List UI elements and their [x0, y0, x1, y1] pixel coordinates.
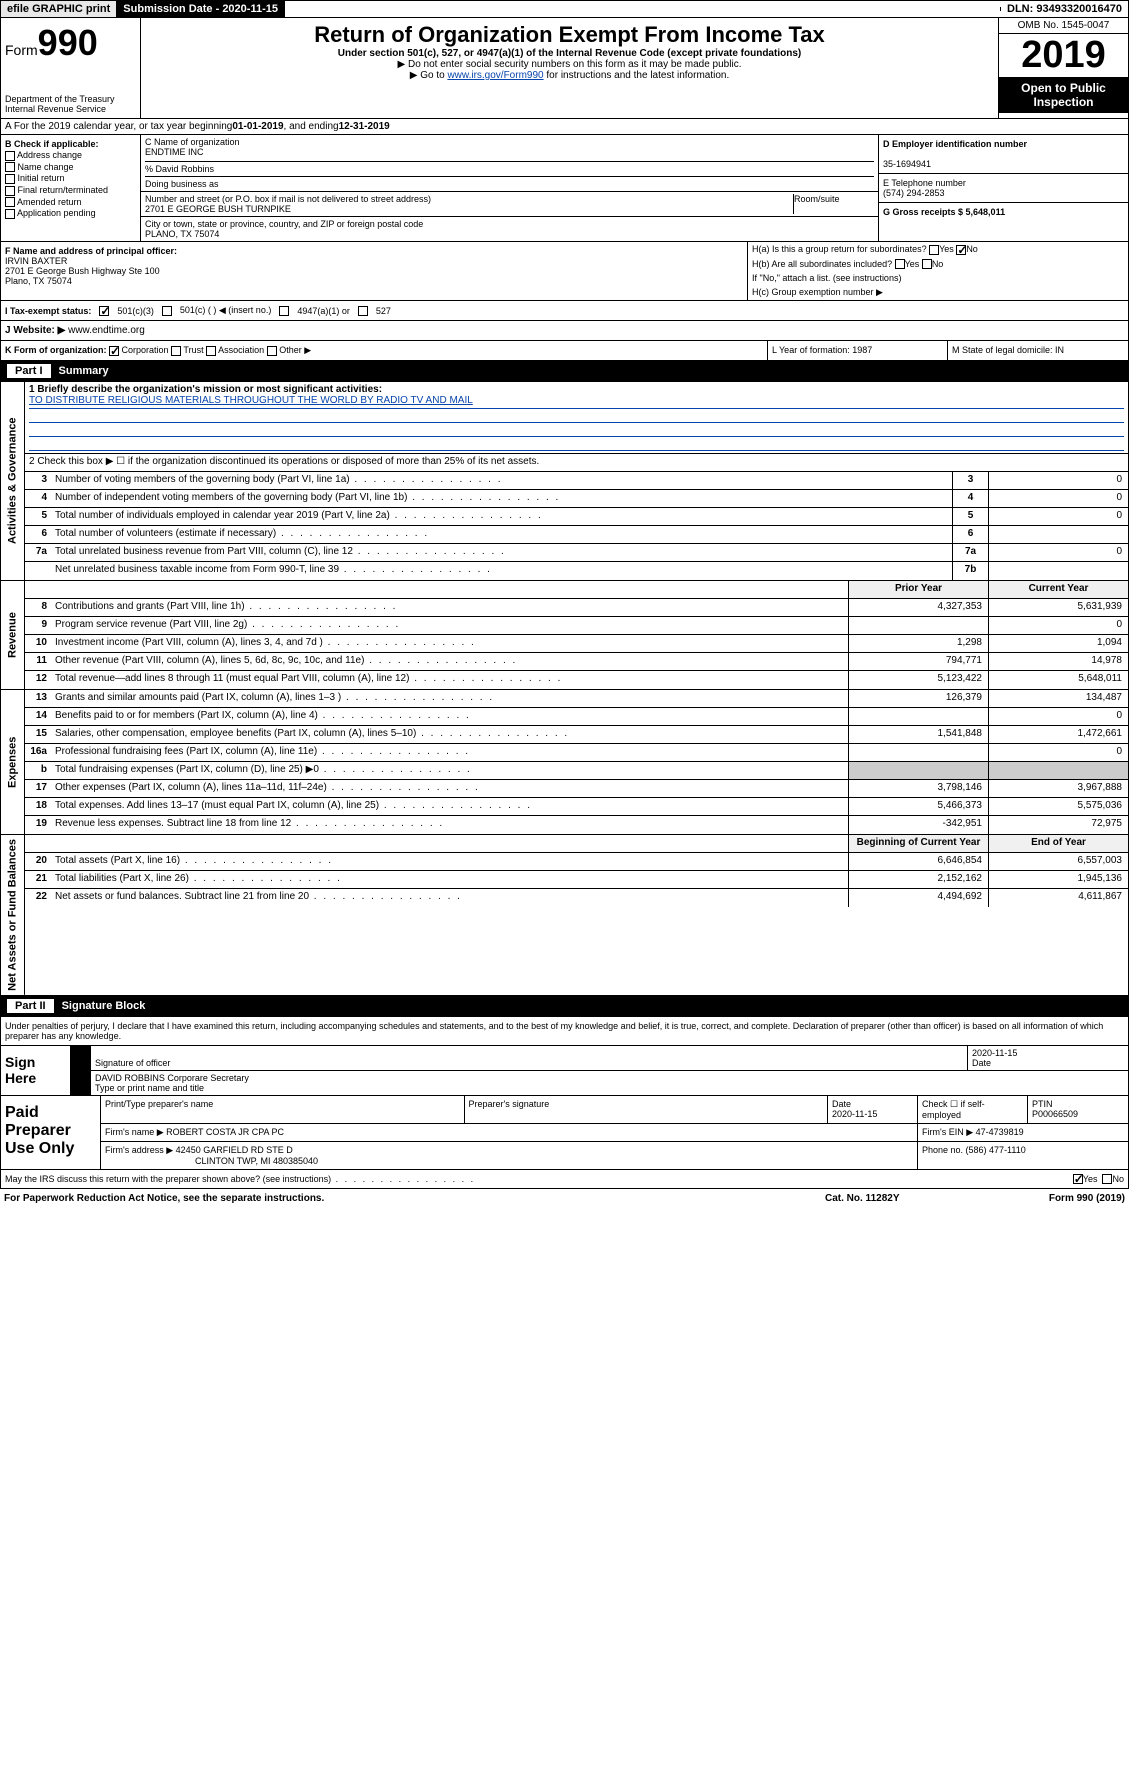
expenses-tab: Expenses — [1, 690, 25, 834]
officer-name-title: DAVID ROBBINS Corporare Secretary — [95, 1073, 249, 1083]
goto-note: ▶ Go to www.irs.gov/Form990 for instruct… — [145, 70, 994, 81]
department-label: Department of the Treasury Internal Reve… — [5, 94, 136, 114]
paid-preparer-block: Paid Preparer Use Only Print/Type prepar… — [0, 1096, 1129, 1170]
officer-name: IRVIN BAXTER — [5, 256, 67, 266]
footer-final: For Paperwork Reduction Act Notice, see … — [0, 1189, 1129, 1208]
501c3-checked — [99, 306, 109, 316]
summary-line: 7aTotal unrelated business revenue from … — [25, 544, 1128, 562]
expenses-section: Expenses 13Grants and similar amounts pa… — [0, 690, 1129, 835]
form-number: Form990 — [5, 22, 136, 64]
summary-line: 5Total number of individuals employed in… — [25, 508, 1128, 526]
website-value: www.endtime.org — [68, 325, 145, 336]
summary-line: 18Total expenses. Add lines 13–17 (must … — [25, 798, 1128, 816]
perjury-statement: Under penalties of perjury, I declare th… — [0, 1017, 1129, 1046]
discuss-row: May the IRS discuss this return with the… — [0, 1170, 1129, 1189]
summary-line: 13Grants and similar amounts paid (Part … — [25, 690, 1128, 708]
summary-line: 17Other expenses (Part IX, column (A), l… — [25, 780, 1128, 798]
section-f: F Name and address of principal officer:… — [1, 242, 748, 300]
ein-value: 35-1694941 — [883, 159, 931, 169]
top-bar: efile GRAPHIC print Submission Date - 20… — [0, 0, 1129, 18]
gross-receipts: G Gross receipts $ 5,648,011 — [883, 207, 1005, 217]
mission-text: TO DISTRIBUTE RELIGIOUS MATERIALS THROUG… — [29, 395, 1124, 409]
efile-label[interactable]: efile GRAPHIC print — [1, 1, 117, 17]
netassets-section: Net Assets or Fund Balances Beginning of… — [0, 835, 1129, 996]
summary-line: 15Salaries, other compensation, employee… — [25, 726, 1128, 744]
firm-ein: Firm's EIN ▶ 47-4739819 — [918, 1124, 1128, 1141]
summary-line: 3Number of voting members of the governi… — [25, 472, 1128, 490]
chk-name-change[interactable]: Name change — [5, 162, 136, 173]
care-of: % David Robbins — [145, 161, 874, 174]
summary-line: 12Total revenue—add lines 8 through 11 (… — [25, 671, 1128, 689]
governance-section: Activities & Governance 1 Briefly descri… — [0, 382, 1129, 581]
chk-amended[interactable]: Amended return — [5, 197, 136, 208]
part-i-header: Part ISummary — [0, 361, 1129, 382]
summary-line: bTotal fundraising expenses (Part IX, co… — [25, 762, 1128, 780]
form-subtitle: Under section 501(c), 527, or 4947(a)(1)… — [145, 48, 994, 59]
netassets-tab: Net Assets or Fund Balances — [1, 835, 25, 995]
summary-line: 8Contributions and grants (Part VIII, li… — [25, 599, 1128, 617]
room-suite-label: Room/suite — [794, 194, 874, 214]
revenue-tab: Revenue — [1, 581, 25, 689]
state-domicile: M State of legal domicile: IN — [948, 341, 1128, 360]
row-k-l-m: K Form of organization: Corporation Trus… — [0, 341, 1129, 361]
summary-line: 11Other revenue (Part VIII, column (A), … — [25, 653, 1128, 671]
summary-line: 16aProfessional fundraising fees (Part I… — [25, 744, 1128, 762]
summary-line: 21Total liabilities (Part X, line 26)2,1… — [25, 871, 1128, 889]
ha-no-checked — [956, 245, 966, 255]
summary-line: Net unrelated business taxable income fr… — [25, 562, 1128, 580]
signature-arrow-icon — [71, 1071, 91, 1095]
summary-line: 22Net assets or fund balances. Subtract … — [25, 889, 1128, 907]
row-i-tax-status: I Tax-exempt status: 501(c)(3) 501(c) ( … — [0, 301, 1129, 321]
phone-value: (574) 294-2853 — [883, 188, 945, 198]
open-to-public: Open to Public Inspection — [999, 77, 1128, 113]
city-state-zip: PLANO, TX 75074 — [145, 229, 874, 239]
firm-phone: Phone no. (586) 477-1110 — [918, 1142, 1128, 1169]
section-d: D Employer identification number 35-1694… — [879, 135, 1128, 174]
summary-line: 19Revenue less expenses. Subtract line 1… — [25, 816, 1128, 834]
corporation-checked — [109, 346, 119, 356]
sig-date: 2020-11-15 — [972, 1048, 1017, 1058]
blocks-b-to-g: B Check if applicable: Address change Na… — [0, 135, 1129, 242]
chk-final-return[interactable]: Final return/terminated — [5, 185, 136, 196]
dba-label: Doing business as — [145, 176, 874, 189]
irs-link[interactable]: www.irs.gov/Form990 — [447, 70, 543, 81]
blocks-f-h: F Name and address of principal officer:… — [0, 242, 1129, 301]
street-address: 2701 E GEORGE BUSH TURNPIKE — [145, 204, 793, 214]
form-title: Return of Organization Exempt From Incom… — [145, 22, 994, 48]
governance-tab: Activities & Governance — [1, 382, 25, 580]
dln-label: DLN: 93493320016470 — [1001, 1, 1128, 17]
omb-number: OMB No. 1545-0047 — [999, 18, 1128, 34]
org-name: ENDTIME INC — [145, 147, 874, 157]
row-a-taxyear: A For the 2019 calendar year, or tax yea… — [0, 119, 1129, 135]
section-h: H(a) Is this a group return for subordin… — [748, 242, 1128, 300]
part-ii-header: Part IISignature Block — [0, 996, 1129, 1017]
chk-initial-return[interactable]: Initial return — [5, 173, 136, 184]
firm-name: ROBERT COSTA JR CPA PC — [166, 1127, 284, 1137]
tax-year: 2019 — [999, 34, 1128, 77]
chk-application-pending[interactable]: Application pending — [5, 208, 136, 219]
discuss-yes-checked — [1073, 1174, 1083, 1184]
section-c: C Name of organization ENDTIME INC % Dav… — [141, 135, 878, 241]
summary-line: 14Benefits paid to or for members (Part … — [25, 708, 1128, 726]
signature-arrow-icon — [71, 1046, 91, 1070]
summary-line: 9Program service revenue (Part VIII, lin… — [25, 617, 1128, 635]
section-e: E Telephone number (574) 294-2853 — [879, 174, 1128, 203]
summary-line: 6Total number of volunteers (estimate if… — [25, 526, 1128, 544]
submission-date-label: Submission Date - 2020-11-15 — [117, 1, 285, 17]
sign-here-block: Sign Here Signature of officer 2020-11-1… — [0, 1046, 1129, 1096]
summary-line: 10Investment income (Part VIII, column (… — [25, 635, 1128, 653]
ssn-note: ▶ Do not enter social security numbers o… — [145, 59, 994, 70]
ptin: P00066509 — [1032, 1109, 1078, 1119]
form-header: Form990 Department of the Treasury Inter… — [0, 18, 1129, 119]
prep-date: 2020-11-15 — [832, 1109, 877, 1119]
chk-address-change[interactable]: Address change — [5, 150, 136, 161]
year-formation: L Year of formation: 1987 — [768, 341, 948, 360]
row-j-website: J Website: ▶ www.endtime.org — [0, 321, 1129, 341]
revenue-section: Revenue Prior Year Current Year 8Contrib… — [0, 581, 1129, 690]
summary-line: 4Number of independent voting members of… — [25, 490, 1128, 508]
section-b: B Check if applicable: Address change Na… — [1, 135, 141, 241]
summary-line: 20Total assets (Part X, line 16)6,646,85… — [25, 853, 1128, 871]
section-g: G Gross receipts $ 5,648,011 — [879, 203, 1128, 221]
